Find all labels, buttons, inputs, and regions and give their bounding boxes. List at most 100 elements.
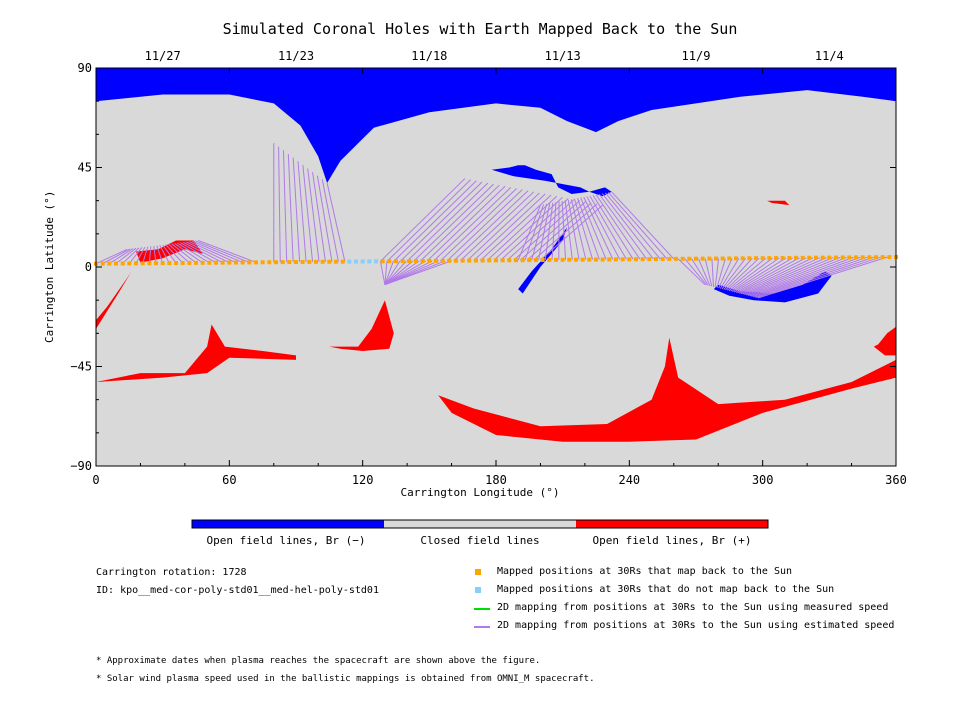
mapping-line-5-7 (716, 258, 726, 288)
track-point-mapped (667, 256, 672, 261)
track-point-mapped (740, 256, 745, 261)
track-point-mapped (274, 260, 278, 265)
mapping-line-3-5 (413, 183, 494, 262)
x-tick-label: 300 (752, 473, 774, 487)
mapping-line-3-13 (466, 192, 540, 261)
track-point-mapped (767, 256, 772, 261)
mapping-line-5-6 (714, 258, 720, 288)
track-point-mapped (394, 259, 398, 264)
y-tick-label: −45 (70, 360, 92, 374)
legend-bar-segment-1 (384, 520, 576, 528)
mapping-line-1-9 (153, 245, 157, 264)
coronal-hole-positive-9 (96, 271, 132, 329)
mapping-line-0-6 (302, 164, 314, 262)
mapping-line-0-8 (312, 172, 326, 262)
track-point-mapped (687, 256, 692, 261)
mapping-line-4-5 (551, 202, 557, 260)
mapping-line-2-2 (384, 261, 394, 285)
mapping-line-2-1 (384, 261, 388, 285)
mapping-line-2-5 (384, 260, 414, 286)
track-point-mapped (514, 258, 518, 263)
track-point-mapped (300, 259, 305, 264)
top-date-label: 11/27 (145, 49, 181, 63)
mapping-line-1-13 (165, 244, 184, 264)
track-point-mapped (487, 258, 492, 263)
mapping-line-0-7 (307, 168, 320, 262)
track-point-mapped (180, 260, 185, 265)
top-date-label: 11/4 (815, 49, 844, 63)
track-point-mapped (287, 260, 292, 265)
mapping-line-5-0 (677, 258, 706, 286)
track-point-mapped (254, 260, 258, 265)
track-point-mapped (420, 258, 425, 263)
track-point-not-mapped (347, 259, 352, 264)
track-point-mapped (794, 255, 798, 260)
mapping-line-3-8 (433, 187, 512, 262)
footnote-speed: * Solar wind plasma speed used in the ba… (96, 674, 595, 684)
track-point-mapped (267, 260, 272, 265)
track-point-mapped (327, 259, 332, 264)
mapping-line-4-12 (577, 197, 600, 260)
track-point-not-mapped (354, 259, 358, 264)
track-point-mapped (674, 256, 678, 261)
track-point-mapped (540, 257, 545, 262)
track-point-not-mapped (374, 259, 378, 264)
mapping-line-4-22 (608, 192, 668, 260)
track-point-mapped (614, 257, 618, 262)
mapping-line-5-17 (733, 257, 794, 293)
legend-entry-label: 2D mapping from positions at 30Rs to the… (497, 620, 895, 631)
mapping-line-4-23 (611, 191, 675, 260)
y-tick-label: 45 (78, 161, 92, 175)
track-point-mapped (200, 260, 205, 265)
mapping-line-4-20 (601, 193, 654, 260)
mapping-line-3-1 (386, 179, 471, 262)
track-point-mapped (147, 261, 152, 266)
mapping-line-5-14 (728, 257, 773, 292)
mapping-line-4-7 (561, 201, 567, 260)
mapping-line-4-14 (583, 196, 614, 260)
legend-entry-label: Mapped positions at 30Rs that do not map… (497, 584, 835, 595)
track-point-mapped (280, 260, 285, 265)
mapping-line-0-4 (292, 157, 301, 263)
track-point-mapped (334, 259, 338, 264)
mapping-line-1-1 (102, 248, 131, 265)
mapping-line-0-10 (321, 179, 339, 262)
mapping-line-5-4 (704, 258, 713, 287)
track-point-mapped (527, 258, 532, 263)
legend-bar-segment-2 (576, 520, 768, 528)
legend-bar-label-positive: Open field lines, Br (+) (592, 534, 752, 547)
track-point-not-mapped (360, 259, 365, 264)
coronal-hole-negative-1 (491, 165, 612, 197)
mapping-line-1-5 (128, 247, 143, 264)
mapping-line-5-3 (697, 258, 711, 287)
legend-entry-label: Mapped positions at 30Rs that map back t… (497, 566, 793, 577)
legend-marker-1 (475, 587, 481, 593)
mapping-line-0-1 (278, 146, 281, 263)
legend-marker-0 (475, 569, 481, 575)
mapping-line-2-0 (379, 261, 386, 285)
track-point-mapped (720, 256, 725, 261)
mapping-line-5-10 (721, 257, 747, 290)
track-point-mapped (474, 258, 478, 263)
mapping-line-5-30 (756, 256, 881, 299)
mapping-line-1-2 (109, 248, 134, 264)
mapping-line-4-18 (595, 194, 641, 260)
x-tick-label: 360 (885, 473, 907, 487)
mapping-line-4-0 (517, 204, 541, 261)
track-point-mapped (580, 257, 585, 262)
track-point-mapped (820, 255, 825, 260)
mapping-line-4-21 (604, 192, 661, 260)
x-tick-label: 240 (618, 473, 640, 487)
mapping-line-3-0 (380, 178, 466, 262)
x-tick-label: 60 (222, 473, 236, 487)
track-point-mapped (847, 255, 852, 260)
track-point-mapped (867, 255, 872, 260)
legend-bar-segment-0 (192, 520, 384, 528)
track-point-mapped (647, 257, 652, 262)
track-point-mapped (520, 258, 525, 263)
track-point-mapped (434, 258, 438, 263)
track-point-mapped (407, 259, 412, 264)
track-point-mapped (127, 261, 132, 266)
mapping-line-4-16 (589, 195, 627, 260)
track-point-mapped (100, 261, 105, 266)
